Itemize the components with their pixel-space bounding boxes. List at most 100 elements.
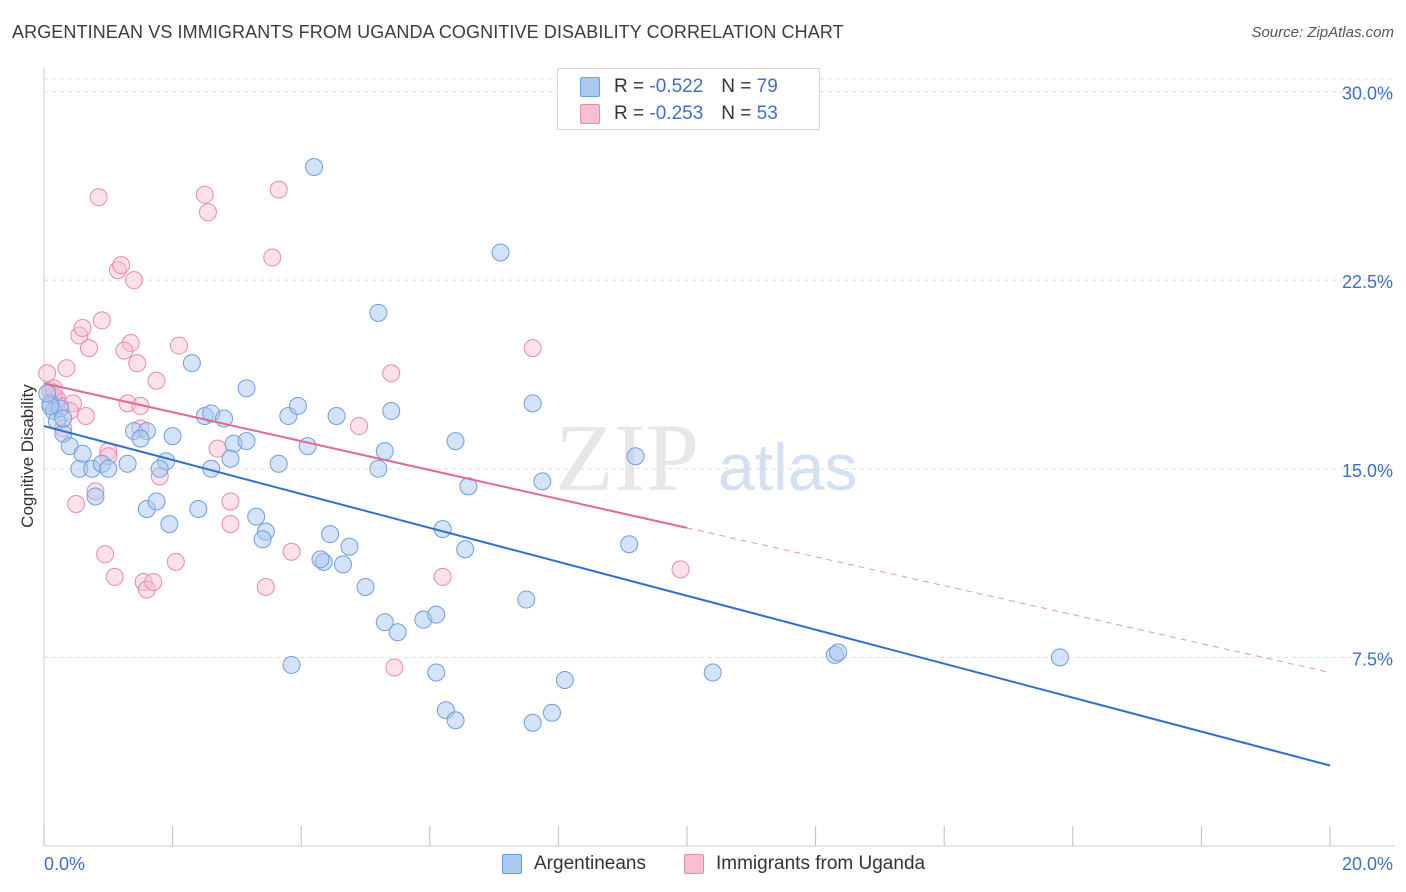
data-point-uganda [144,572,163,591]
data-point-uganda [166,552,185,571]
data-point-argentinean [523,713,542,732]
data-point-argentinean [150,459,169,478]
legend-r-value: -0.522 [649,76,704,97]
data-point-argentinean [99,459,118,478]
y-tick-label: 7.5% [1352,649,1393,669]
data-point-uganda [221,492,240,511]
data-point-argentinean [253,530,272,549]
data-point-uganda [147,371,166,390]
data-point-argentinean [147,492,166,511]
data-point-argentinean [160,515,179,534]
data-point-argentinean [382,401,401,420]
data-point-argentinean [356,577,375,596]
data-point-argentinean [340,537,359,556]
data-point-argentinean [388,623,407,642]
data-point-argentinean [282,655,301,674]
data-point-argentinean [131,429,150,448]
data-point-uganda [96,545,115,564]
data-point-argentinean [703,663,722,682]
data-point-uganda [105,567,124,586]
data-point-uganda [125,271,144,290]
legend-n-label: N = [721,76,752,97]
data-point-argentinean [327,406,346,425]
data-point-argentinean [298,437,317,456]
data-point-uganda [121,334,140,353]
data-point-uganda [115,341,134,360]
bottom-legend-label: Immigrants from Uganda [716,853,926,874]
data-point-argentinean [555,671,574,690]
data-point-argentinean [523,394,542,413]
data-point-uganda [92,311,111,330]
y-tick-label: 15.0% [1342,461,1393,481]
data-point-argentinean [375,442,394,461]
data-point-uganda [195,185,214,204]
legend-n-value: 53 [756,103,778,124]
trend-lines [43,382,1331,767]
data-point-argentinean [375,613,394,632]
legend-swatch-pink [580,104,600,124]
data-point-uganda [282,542,301,561]
legend-row-argentineans: R = -0.522 N = 79 [580,75,778,99]
legend-r-label: R = [614,76,645,97]
bottom-legend-swatch-blue [502,854,522,874]
data-point-uganda [208,439,227,458]
data-point-uganda [198,203,217,222]
grid [44,78,1395,658]
data-point-uganda [57,359,76,378]
data-point-argentinean [517,590,536,609]
data-point-argentinean [54,409,73,428]
data-point-argentinean [237,432,256,451]
data-point-uganda [170,336,189,355]
data-point-argentinean [491,243,510,262]
legend-r-label: R = [614,103,645,124]
legend-row-uganda: R = -0.253 N = 53 [580,102,778,126]
legend-swatch-blue [580,77,600,97]
data-point-argentinean [620,535,639,554]
data-point-uganda [350,417,369,436]
data-point-argentinean [321,525,340,544]
data-point-uganda [382,364,401,383]
data-point-uganda [523,339,542,358]
data-point-uganda [89,188,108,207]
data-point-argentinean [247,507,266,526]
series-uganda-points [38,180,690,677]
data-point-argentinean [369,459,388,478]
watermark-atlas: atlas [718,430,857,504]
bottom-legend-swatch-pink [684,854,704,874]
legend-n-value: 79 [756,76,778,97]
trend-line-uganda-extension [686,527,1331,673]
bottom-legend-label: Argentineans [534,853,646,874]
data-point-uganda [128,354,147,373]
tick-labels: 7.5% 15.0% 22.5% 30.0% 0.0% 20.0% [44,84,1393,874]
data-point-uganda [263,248,282,267]
data-point-argentinean [305,158,324,177]
data-point-uganda [38,364,57,383]
data-point-argentinean [333,555,352,574]
data-point-argentinean [1050,648,1069,667]
source-label: Source: ZipAtlas.com [1251,24,1394,41]
data-point-uganda [73,318,92,337]
data-point-argentinean [446,711,465,730]
series-argentineans-points [38,158,1069,732]
data-point-uganda [256,577,275,596]
bottom-legend-argentineans: Argentineans [502,852,646,876]
watermark: ZIP atlas [555,404,857,511]
data-point-argentinean [427,663,446,682]
data-point-argentinean [269,454,288,473]
y-tick-label: 22.5% [1342,272,1393,292]
data-point-uganda [137,580,156,599]
data-point-argentinean [288,396,307,415]
data-point-uganda [76,406,95,425]
data-point-argentinean [542,703,561,722]
data-point-argentinean [73,444,92,463]
data-point-argentinean [118,454,137,473]
axes [43,68,1395,847]
data-point-uganda [108,261,127,280]
data-point-uganda [671,560,690,579]
bottom-legend-uganda: Immigrants from Uganda [684,852,925,876]
data-point-argentinean [446,432,465,451]
x-tick-label: 0.0% [44,854,85,874]
data-point-argentinean [626,447,645,466]
data-point-uganda [67,494,86,513]
